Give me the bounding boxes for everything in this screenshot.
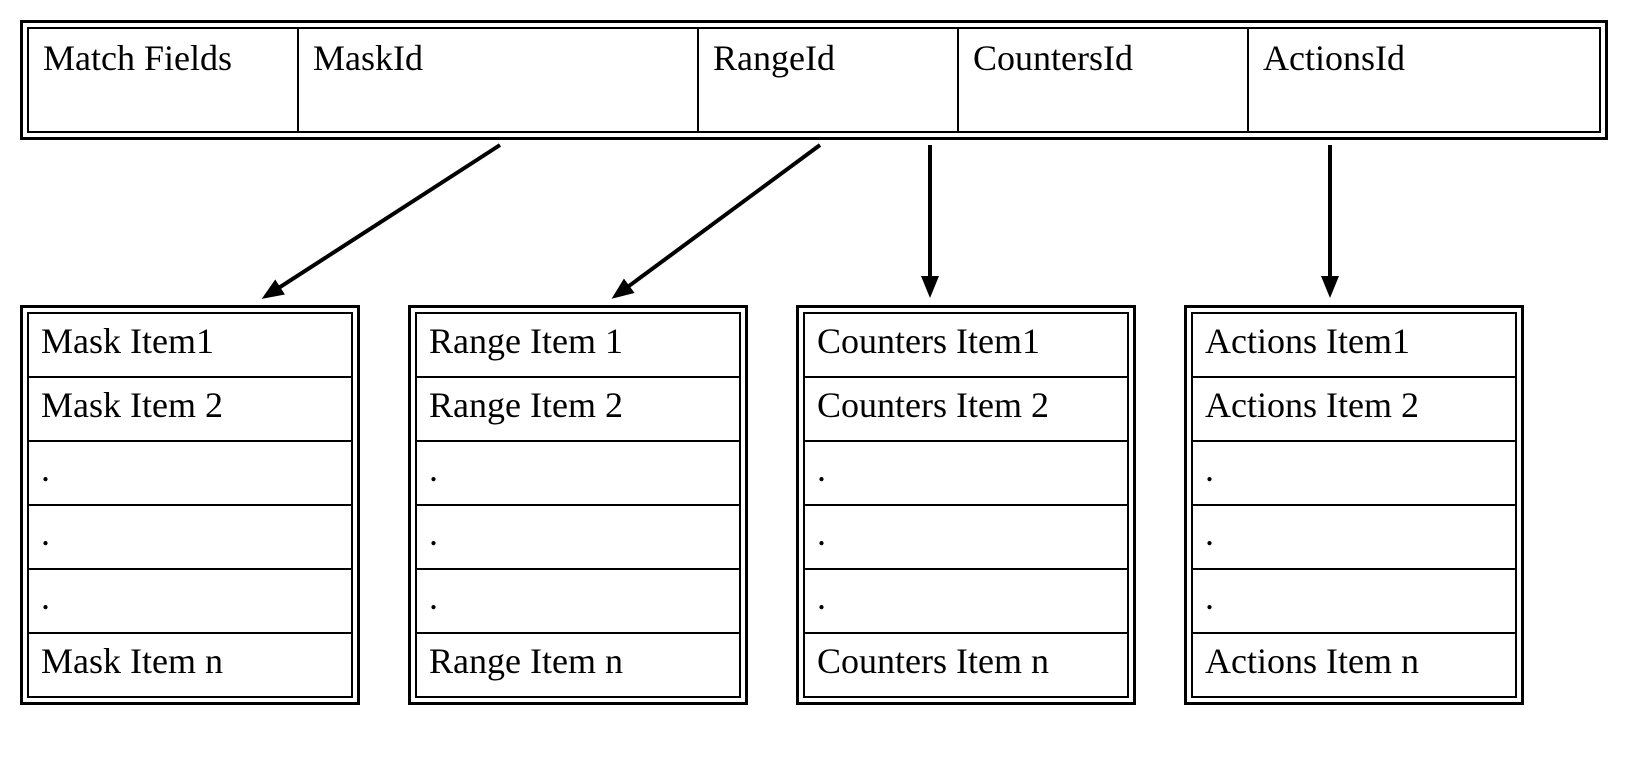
- list-item: .: [1191, 504, 1517, 568]
- list-item: .: [27, 568, 353, 632]
- list-item: .: [27, 504, 353, 568]
- header-cell-3: CountersId: [957, 27, 1247, 133]
- list-item: Counters Item1: [803, 312, 1129, 376]
- header-row: Match FieldsMaskIdRangeIdCountersIdActio…: [27, 27, 1601, 133]
- list-item: .: [415, 504, 741, 568]
- header-cell-0: Match Fields: [27, 27, 297, 133]
- header-cell-1: MaskId: [297, 27, 697, 133]
- list-mask-inner: Mask Item1Mask Item 2...Mask Item n: [27, 312, 353, 698]
- arrow-0: [278, 145, 500, 288]
- list-actions: Actions Item1Actions Item 2...Actions It…: [1184, 305, 1524, 705]
- header-table: Match FieldsMaskIdRangeIdCountersIdActio…: [20, 20, 1608, 140]
- list-range-inner: Range Item 1Range Item 2...Range Item n: [415, 312, 741, 698]
- list-item: .: [27, 440, 353, 504]
- list-item: .: [1191, 568, 1517, 632]
- list-item: .: [803, 568, 1129, 632]
- arrow-1: [628, 145, 820, 287]
- list-item: .: [415, 440, 741, 504]
- header-cell-4: ActionsId: [1247, 27, 1601, 133]
- list-item: .: [1191, 440, 1517, 504]
- list-counters: Counters Item1Counters Item 2...Counters…: [796, 305, 1136, 705]
- list-counters-inner: Counters Item1Counters Item 2...Counters…: [803, 312, 1129, 698]
- list-item: .: [803, 504, 1129, 568]
- list-range: Range Item 1Range Item 2...Range Item n: [408, 305, 748, 705]
- list-actions-inner: Actions Item1Actions Item 2...Actions It…: [1191, 312, 1517, 698]
- list-item: Mask Item 2: [27, 376, 353, 440]
- list-item: Actions Item n: [1191, 632, 1517, 698]
- list-item: Range Item 2: [415, 376, 741, 440]
- list-item: Range Item n: [415, 632, 741, 698]
- list-item: .: [415, 568, 741, 632]
- list-item: Counters Item 2: [803, 376, 1129, 440]
- list-item: Mask Item1: [27, 312, 353, 376]
- diagram-canvas: Match FieldsMaskIdRangeIdCountersIdActio…: [0, 0, 1630, 761]
- list-item: .: [803, 440, 1129, 504]
- list-item: Counters Item n: [803, 632, 1129, 698]
- header-cell-2: RangeId: [697, 27, 957, 133]
- list-item: Mask Item n: [27, 632, 353, 698]
- list-item: Range Item 1: [415, 312, 741, 376]
- list-item: Actions Item 2: [1191, 376, 1517, 440]
- list-mask: Mask Item1Mask Item 2...Mask Item n: [20, 305, 360, 705]
- list-item: Actions Item1: [1191, 312, 1517, 376]
